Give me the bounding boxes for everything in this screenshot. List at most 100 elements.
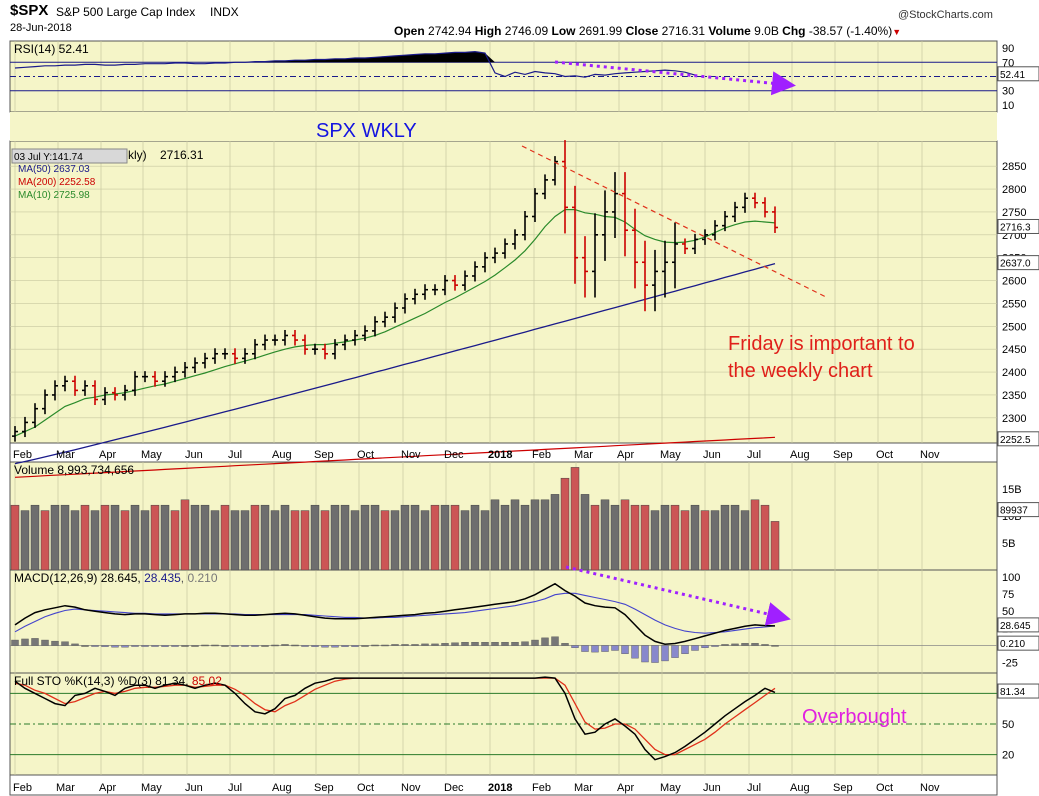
month-label-top: Jun: [185, 449, 203, 461]
macd-histogram-bar: [581, 645, 589, 652]
macd-histogram-bar: [601, 645, 609, 652]
macd-histogram-bar: [381, 644, 389, 647]
price-tick: 2600: [1002, 276, 1026, 288]
volume-bar: [610, 504, 620, 571]
macd-histogram-bar: [471, 642, 479, 646]
macd-histogram-bar: [331, 645, 339, 648]
bottom-axis-strip: [9, 774, 998, 796]
axis-labels: Feb Feb Mar Mar Apr Apr May May Jun Jun Jul Jul Aug A…: [13, 43, 1039, 794]
price-tick: 2750: [1002, 207, 1026, 219]
macd-current-tag-box: [997, 617, 1039, 633]
sto-legend-name: Full STO %K(14,3) %D(3): [14, 674, 152, 688]
macd-histogram-bar: [111, 645, 119, 648]
macd-histogram-bar: [411, 644, 419, 646]
volume-bar: [140, 510, 150, 571]
chg-down-icon: ▼: [892, 27, 902, 37]
volume-bar: [430, 504, 440, 571]
macd-histogram-bar: [451, 642, 459, 646]
macd-legend-signal: 28.435: [144, 571, 181, 585]
chg-value: -38.57 (-1.40%): [808, 24, 893, 38]
macd-histogram-bar: [721, 644, 729, 646]
macd-histogram-bar: [421, 643, 429, 646]
month-label-top: May: [141, 449, 162, 461]
sto-tick: 20: [1002, 750, 1014, 762]
ohlc-summary: Open 2742.94 High 2746.09 Low 2691.99 Cl…: [394, 24, 901, 38]
price-tick: 2500: [1002, 321, 1026, 333]
month-label-top: Aug: [790, 449, 810, 461]
ma50-line: [14, 262, 776, 465]
macd-panel: [9, 569, 998, 674]
macd-tick: -25: [1002, 658, 1018, 670]
month-label-bottom: Jun: [703, 782, 721, 794]
volume-bar: [170, 510, 180, 571]
rsi-current-tag: 52.41: [1000, 70, 1025, 81]
macd-histogram-bar: [691, 645, 699, 651]
volume-bar: [670, 504, 680, 571]
macd-histogram-bar: [491, 642, 499, 646]
month-label-top: Sep: [833, 449, 853, 461]
volume-current-tag-box: [997, 502, 1039, 518]
volume-bar: [760, 504, 770, 571]
price-axis-strip: [9, 442, 998, 463]
volume-tick: 5B: [1002, 538, 1015, 550]
macd-histogram-bar: [261, 645, 269, 647]
cursor-readout-box: [11, 148, 128, 164]
macd-histogram-bar: [81, 645, 89, 647]
macd-histogram-bar: [761, 644, 769, 646]
macd-histogram-bar: [181, 645, 189, 647]
volume-bar: [360, 504, 370, 571]
volume-bar: [640, 504, 650, 571]
macd-histogram-bar: [441, 643, 449, 646]
rsi-tick: 10: [1002, 100, 1014, 112]
rsi-tick: 30: [1002, 86, 1014, 98]
macd-tick: 75: [1002, 589, 1014, 601]
month-label-top: Sep: [314, 449, 334, 461]
macd-histogram-bar: [271, 644, 279, 647]
month-label-bottom: Mar: [56, 782, 75, 794]
price-close-tag: 2716.3: [1000, 222, 1031, 233]
volume-bar: [210, 510, 220, 571]
month-label-top: Mar: [574, 449, 593, 461]
macd-histogram-bar: [371, 644, 379, 647]
macd-histogram-bar: [701, 645, 709, 648]
month-label-top: Mar: [56, 449, 75, 461]
month-label-top: Oct: [357, 449, 374, 461]
volume-value: 9.0B: [754, 24, 779, 38]
month-label-bottom: Oct: [876, 782, 893, 794]
volume-bar: [290, 510, 300, 571]
month-label-bottom: Apr: [617, 782, 634, 794]
month-label-bottom: Feb: [13, 782, 32, 794]
ma200-legend: MA(200) 2252.58: [18, 177, 96, 188]
volume-current-tag: 89937: [1000, 506, 1028, 517]
macd-histogram-bar: [211, 644, 219, 647]
month-label-top: Apr: [617, 449, 634, 461]
volume-bar: [90, 510, 100, 571]
month-label-top: 2018: [488, 449, 512, 461]
sto-current-tag-box: [997, 683, 1039, 699]
volume-bar: [620, 499, 630, 571]
close-label: Close: [625, 24, 659, 38]
volume-bar: [560, 477, 570, 571]
friday-annotation-line2: the weekly chart: [728, 360, 873, 382]
sto-tick: 50: [1002, 719, 1014, 731]
volume-bar: [460, 510, 470, 571]
month-label-top: May: [660, 449, 681, 461]
macd-histogram-bar: [401, 644, 409, 646]
volume-bar: [50, 504, 60, 571]
open-label: Open: [394, 24, 425, 38]
cursor-readout: 03 Jul Y:141.74: [14, 152, 83, 163]
macd-hist-tag: 0.210: [1000, 639, 1025, 650]
month-label-bottom: Aug: [272, 782, 292, 794]
sto-layer: [10, 676, 997, 761]
sto-legend-k: 81.34: [155, 674, 185, 688]
volume-bar: [700, 510, 710, 571]
ma200-tag-box: [997, 431, 1039, 447]
high-label: High: [474, 24, 502, 38]
macd-histogram-bar: [101, 645, 109, 647]
month-label-bottom: Mar: [574, 782, 593, 794]
macd-tick: 100: [1002, 572, 1020, 584]
volume-bar: [230, 510, 240, 571]
volume-layer: [10, 467, 780, 571]
close-value: 2716.31: [661, 24, 705, 38]
macd-histogram-bar: [151, 645, 159, 647]
